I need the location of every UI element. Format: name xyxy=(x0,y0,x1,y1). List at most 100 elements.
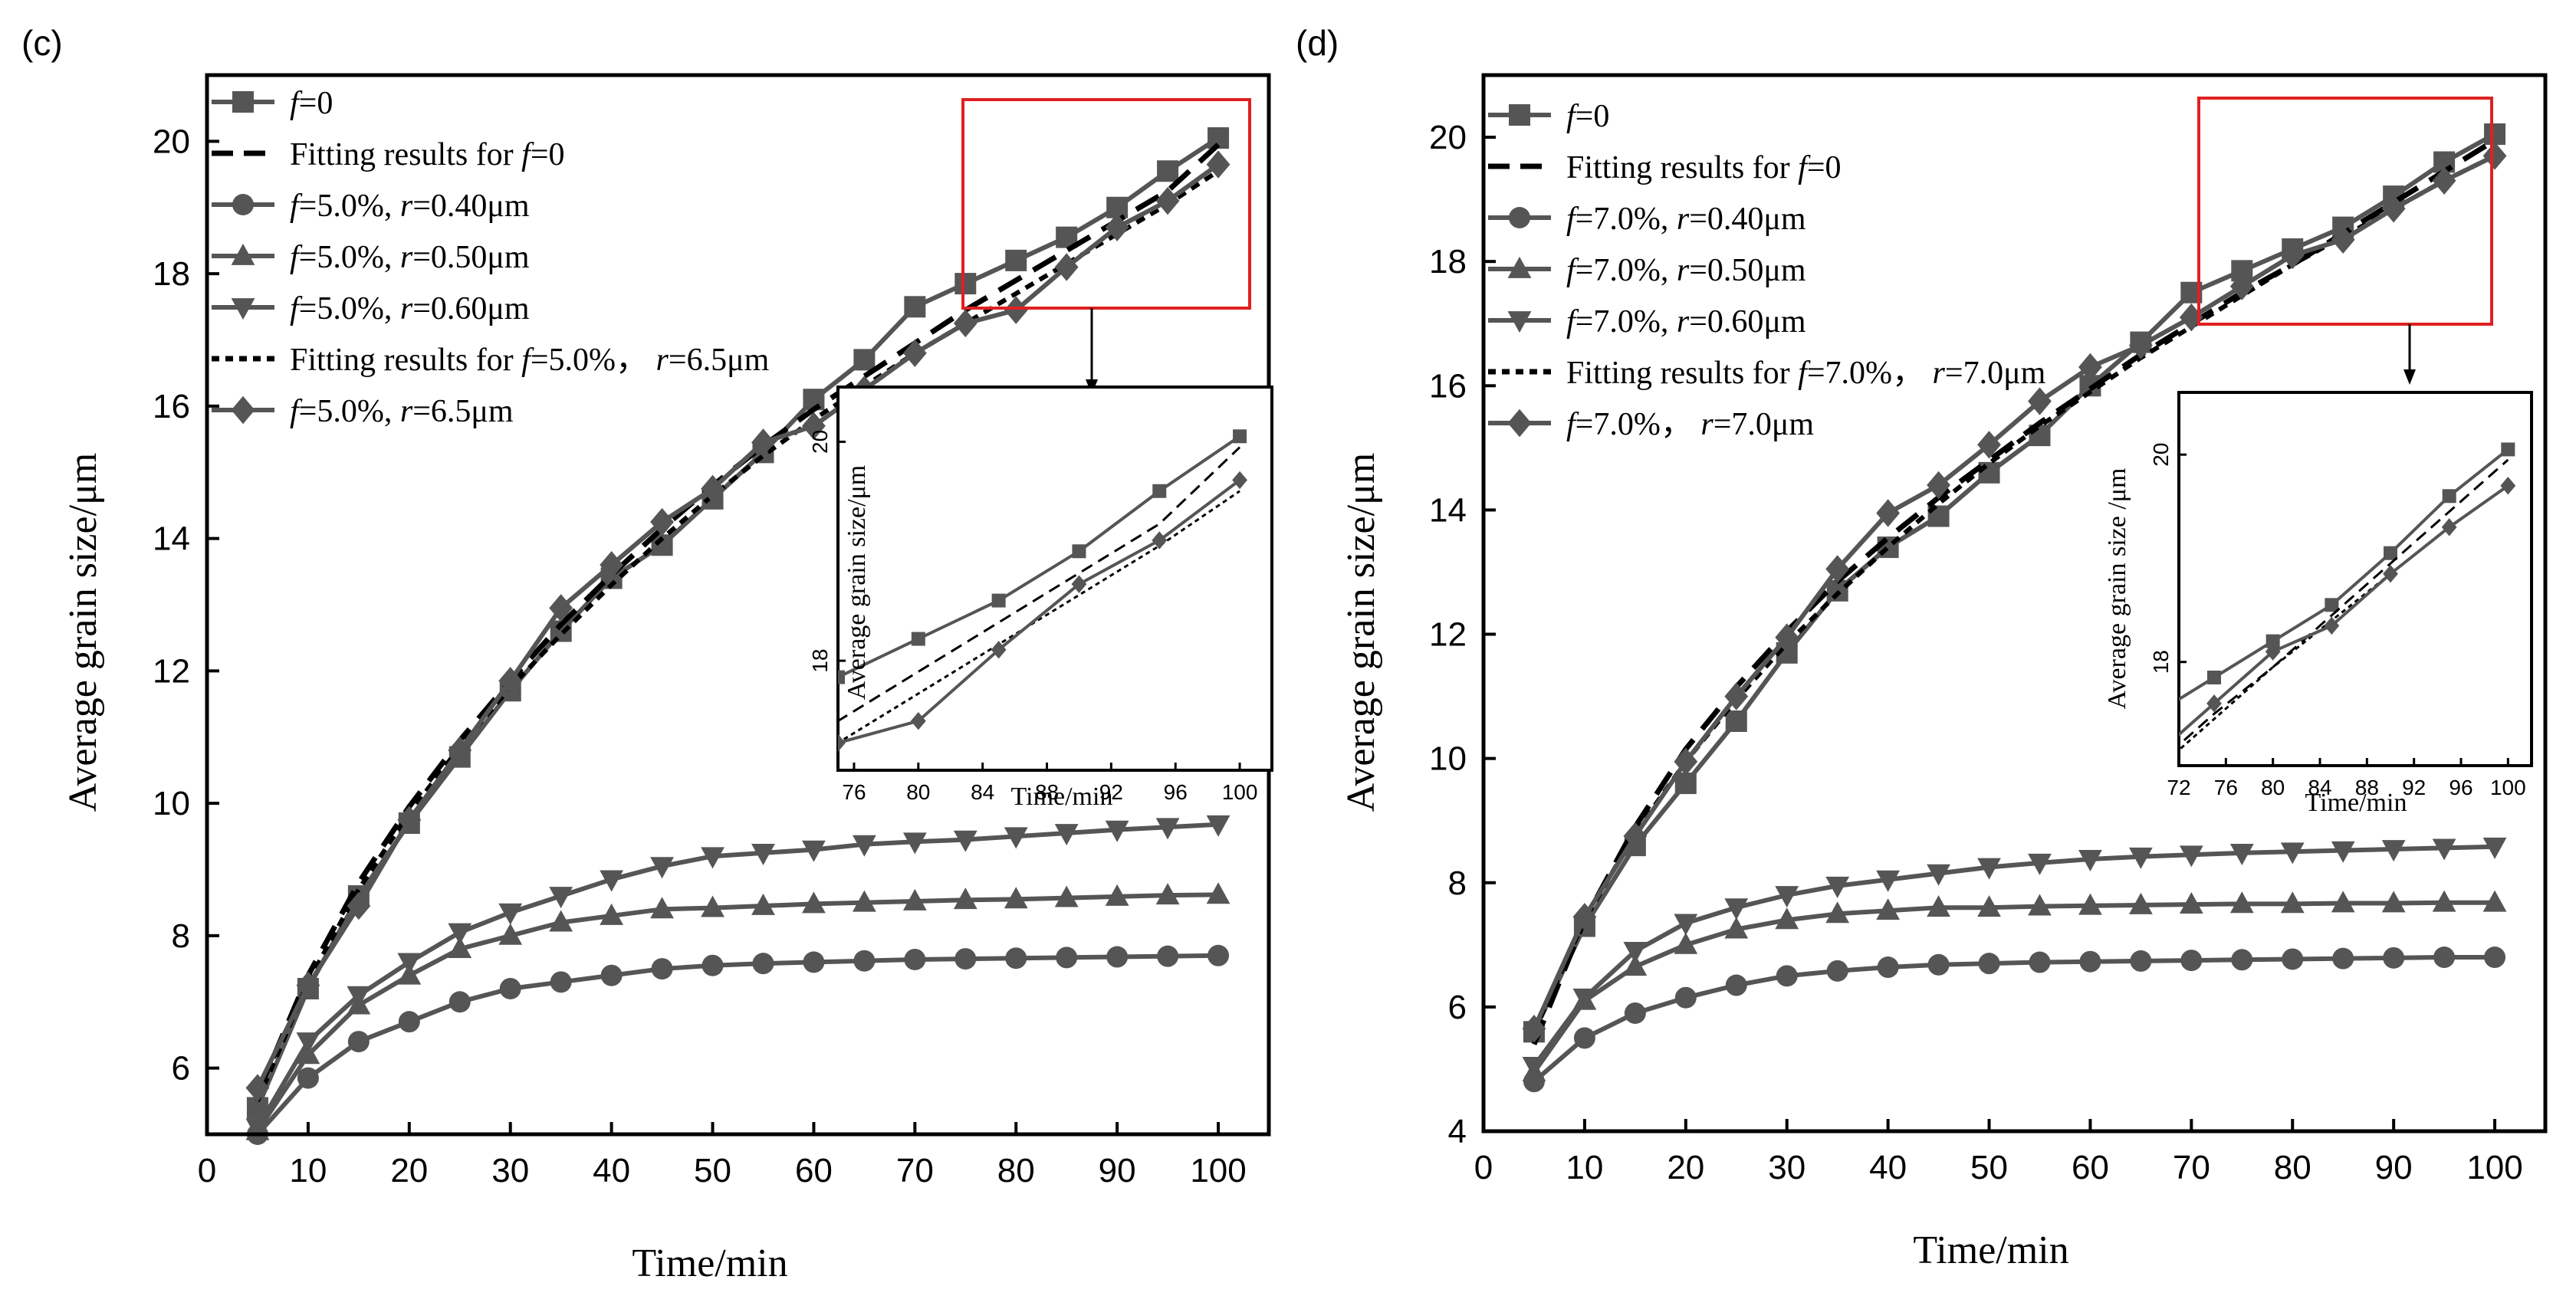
inset-x-tick-label: 84 xyxy=(2308,776,2331,799)
inset-frame xyxy=(836,386,1273,772)
inset-x-tick-label: 100 xyxy=(1222,780,1258,804)
triangle-down-marker xyxy=(2280,842,2305,865)
legend-label: f=5.0%, r=6.5μm xyxy=(290,394,514,429)
series-line-3 xyxy=(1532,900,2496,1074)
inset-frame xyxy=(2177,391,2533,767)
diamond-marker xyxy=(1775,623,1799,651)
triangle-down-marker xyxy=(1977,858,2001,880)
y-tick-label: 6 xyxy=(1448,989,1467,1026)
diamond-marker xyxy=(650,507,674,536)
diamond-marker xyxy=(902,339,927,367)
zoom-highlight-box xyxy=(2197,97,2493,326)
diamond-marker xyxy=(701,474,724,504)
legend-label-part: =5.0%, xyxy=(299,189,400,224)
legend-label-part: =5.0%， xyxy=(531,343,656,378)
x-tick-label: 60 xyxy=(795,1152,833,1189)
diamond-marker xyxy=(1724,682,1749,710)
circle-marker xyxy=(1157,945,1179,967)
x-tick-label: 20 xyxy=(1667,1149,1704,1186)
circle-marker xyxy=(1927,953,1950,976)
inset-x-tick-label: 76 xyxy=(2214,776,2238,799)
triangle-down-marker xyxy=(2381,840,2406,862)
triangle-up-marker xyxy=(650,897,674,919)
inset-x-axis-title: Time/min xyxy=(2305,789,2407,817)
triangle-up-marker xyxy=(231,243,255,265)
x-tick-label: 0 xyxy=(1474,1149,1493,1186)
triangle-up-marker xyxy=(2179,892,2203,914)
legend-label: f=7.0%, r=0.40μm xyxy=(1566,202,1806,237)
triangle-down-marker xyxy=(1572,988,1597,1010)
triangle-down-marker xyxy=(1054,824,1079,846)
circle-marker xyxy=(803,951,825,973)
legend-label-part: r xyxy=(1677,202,1690,237)
circle-marker xyxy=(2180,950,2203,972)
triangle-down-marker xyxy=(1522,1056,1546,1078)
triangle-down-marker xyxy=(751,844,775,866)
triangle-down-marker xyxy=(600,870,624,892)
circle-marker xyxy=(297,1067,319,1089)
diamond-marker xyxy=(1927,471,1950,500)
triangle-down-marker xyxy=(1623,942,1648,964)
circle-marker xyxy=(702,954,724,976)
circle-marker xyxy=(232,194,254,215)
triangle-down-marker xyxy=(2179,845,2203,868)
circle-marker xyxy=(1573,1027,1595,1049)
square-marker xyxy=(1725,710,1747,733)
circle-marker xyxy=(600,964,623,986)
triangle-down-marker xyxy=(1004,827,1028,849)
triangle-up-marker xyxy=(1724,917,1749,939)
circle-marker xyxy=(2332,947,2354,970)
circle-marker xyxy=(2433,947,2456,969)
triangle-up-marker xyxy=(902,888,927,910)
inset-diamond-marker xyxy=(838,733,846,752)
triangle-up-marker xyxy=(701,895,724,917)
inset-x-tick-label: 96 xyxy=(1164,780,1188,804)
circle-marker xyxy=(2383,947,2405,969)
legend-label: f=5.0%, r=0.50μm xyxy=(290,240,530,275)
plot-series xyxy=(1522,123,2507,1093)
inset-x-tick-label: 76 xyxy=(842,780,866,804)
triangle-up-marker xyxy=(2381,891,2406,913)
triangle-up-marker xyxy=(953,888,978,910)
legend-label-part: =7.0%, xyxy=(1576,304,1677,340)
x-tick-label: 50 xyxy=(694,1152,731,1189)
legend-label: f=7.0%， r=7.0μm xyxy=(1566,407,1814,442)
inset-diamond-marker xyxy=(910,712,926,730)
circle-marker xyxy=(2231,949,2253,971)
x-tick-label: 40 xyxy=(1869,1149,1907,1186)
circle-marker xyxy=(1208,944,1230,966)
legend-label: Fitting results for f=5.0%， r=6.5μm xyxy=(290,343,770,378)
inset-x-tick-label: 80 xyxy=(2261,776,2285,799)
diamond-marker xyxy=(2432,166,2456,195)
inset-diamond-marker xyxy=(2500,477,2516,495)
triangle-down-marker xyxy=(701,847,724,869)
triangle-down-marker xyxy=(245,1118,270,1140)
legend-label-part: r xyxy=(1677,304,1690,340)
triangle-up-marker xyxy=(1876,898,1901,920)
legend-label-part: =5.0%, xyxy=(299,240,400,275)
y-tick-label: 18 xyxy=(1429,243,1467,281)
triangle-down-marker xyxy=(1674,914,1698,936)
triangle-down-marker xyxy=(1507,311,1532,333)
y-tick-label: 10 xyxy=(1429,740,1467,778)
triangle-down-marker xyxy=(953,830,978,852)
diamond-marker xyxy=(448,736,472,765)
inset-axis-ticks: 76 80 84 88 92 96 100 18 20 xyxy=(808,430,1257,804)
x-tick-label: 30 xyxy=(491,1152,529,1189)
triangle-up-marker xyxy=(2078,893,2102,915)
diamond-marker xyxy=(2078,353,2102,382)
series-line-4 xyxy=(1532,844,2496,1068)
legend-label-part: =0.40μm xyxy=(412,189,530,224)
triangle-up-marker xyxy=(1825,901,1850,924)
legend-label-part: r xyxy=(1933,356,1946,391)
inset-plot-series xyxy=(838,429,1247,752)
legend: f=0 Fitting results for f=0 f=5.0%, r=0.40… xyxy=(212,86,770,429)
inset-chart: 72 76 80 84 88 92 96 100 18 20 Time/min Average g… xyxy=(2103,391,2533,817)
circle-marker xyxy=(449,991,471,1013)
triangle-up-marker xyxy=(2482,890,2507,912)
inset-square-marker xyxy=(2325,598,2339,612)
legend-label-part: =7.0%, xyxy=(1576,202,1677,237)
triangle-up-marker xyxy=(1674,932,1698,954)
x-tick-label: 10 xyxy=(1566,1149,1603,1186)
triangle-down-marker xyxy=(1155,818,1180,840)
